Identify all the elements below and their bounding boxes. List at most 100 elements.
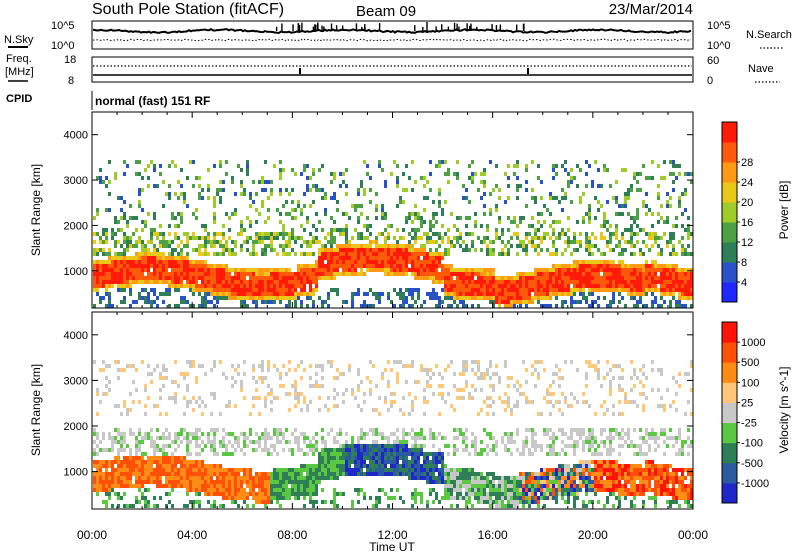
power-cell — [375, 204, 378, 208]
power-cell — [126, 260, 129, 264]
power-cell — [618, 276, 621, 280]
velocity-cell — [432, 444, 435, 448]
velocity-cell — [93, 464, 96, 468]
velocity-cell — [108, 464, 111, 468]
power-cell — [177, 268, 180, 272]
power-cell — [351, 272, 354, 276]
velocity-cell — [210, 480, 213, 484]
velocity-cell — [96, 392, 99, 396]
velocity-cell — [96, 464, 99, 468]
power-cell — [375, 244, 378, 248]
power-cell — [483, 296, 486, 300]
velocity-cell — [240, 468, 243, 472]
power-cell — [288, 276, 291, 280]
velocity-cell — [258, 364, 261, 368]
velocity-cell — [207, 440, 210, 444]
velocity-cell — [309, 496, 312, 500]
power-cell — [93, 284, 96, 288]
velocity-cell — [318, 456, 321, 460]
nave-label: Nave — [748, 63, 774, 75]
velocity-cell — [150, 436, 153, 440]
power-cell — [636, 188, 639, 192]
power-cell — [531, 188, 534, 192]
power-cell — [660, 236, 663, 240]
power-cell — [621, 232, 624, 236]
power-cell — [321, 252, 324, 256]
velocity-cell — [237, 472, 240, 476]
velocity-cell — [165, 472, 168, 476]
power-cell — [303, 292, 306, 296]
power-cell — [330, 264, 333, 268]
power-cell — [411, 228, 414, 232]
power-cell — [597, 280, 600, 284]
power-cell — [243, 276, 246, 280]
velocity-cell — [336, 456, 339, 460]
power-cell — [348, 264, 351, 268]
velocity-cell — [108, 448, 111, 452]
velocity-cell — [423, 436, 426, 440]
power-cell — [438, 164, 441, 168]
power-cell — [114, 264, 117, 268]
power-cell — [192, 236, 195, 240]
velocity-cell — [447, 452, 450, 456]
power-cell — [537, 272, 540, 276]
velocity-cell — [315, 432, 318, 436]
power-cell — [402, 248, 405, 252]
power-cell — [519, 240, 522, 244]
velocity-cell — [462, 364, 465, 368]
velocity-cell — [261, 476, 264, 480]
power-cell — [309, 244, 312, 248]
power-cell — [93, 248, 96, 252]
velocity-cell — [459, 396, 462, 400]
velocity-cell — [363, 456, 366, 460]
power-cell — [375, 292, 378, 296]
power-cell — [333, 276, 336, 280]
velocity-cell — [300, 392, 303, 396]
velocity-cell — [423, 412, 426, 416]
velocity-cell — [150, 472, 153, 476]
power-cell — [129, 216, 132, 220]
velocity-cell — [144, 464, 147, 468]
power-cell — [600, 260, 603, 264]
power-cell — [279, 268, 282, 272]
power-cell — [435, 240, 438, 244]
velocity-cell — [306, 436, 309, 440]
power-cell — [333, 264, 336, 268]
velocity-cell — [207, 476, 210, 480]
velocity-cell — [189, 400, 192, 404]
power-cell — [198, 196, 201, 200]
velocity-cell — [336, 472, 339, 476]
velocity-cell — [201, 412, 204, 416]
power-cell — [255, 268, 258, 272]
power-cell — [186, 300, 189, 304]
power-cell — [216, 296, 219, 300]
velocity-cell — [432, 468, 435, 472]
velocity-cell — [417, 456, 420, 460]
power-cell — [582, 260, 585, 264]
power-cell — [540, 224, 543, 228]
power-cell — [630, 236, 633, 240]
power-cell — [186, 232, 189, 236]
velocity-cell — [348, 444, 351, 448]
velocity-cell — [171, 472, 174, 476]
power-cell — [633, 244, 636, 248]
power-cell — [159, 172, 162, 176]
velocity-cell — [390, 464, 393, 468]
power-cell — [441, 236, 444, 240]
power-cell — [516, 184, 519, 188]
velocity-cell — [105, 464, 108, 468]
velocity-cell — [411, 492, 414, 496]
power-cell — [408, 216, 411, 220]
power-cell — [345, 248, 348, 252]
velocity-cell — [252, 404, 255, 408]
velocity-cell — [285, 492, 288, 496]
power-cell — [651, 244, 654, 248]
power-cell — [657, 212, 660, 216]
velocity-cell — [297, 392, 300, 396]
power-cell — [255, 208, 258, 212]
power-cell — [612, 232, 615, 236]
freq-glitch-1 — [299, 68, 301, 74]
power-cell — [414, 252, 417, 256]
velocity-cell — [222, 476, 225, 480]
power-cell — [183, 276, 186, 280]
